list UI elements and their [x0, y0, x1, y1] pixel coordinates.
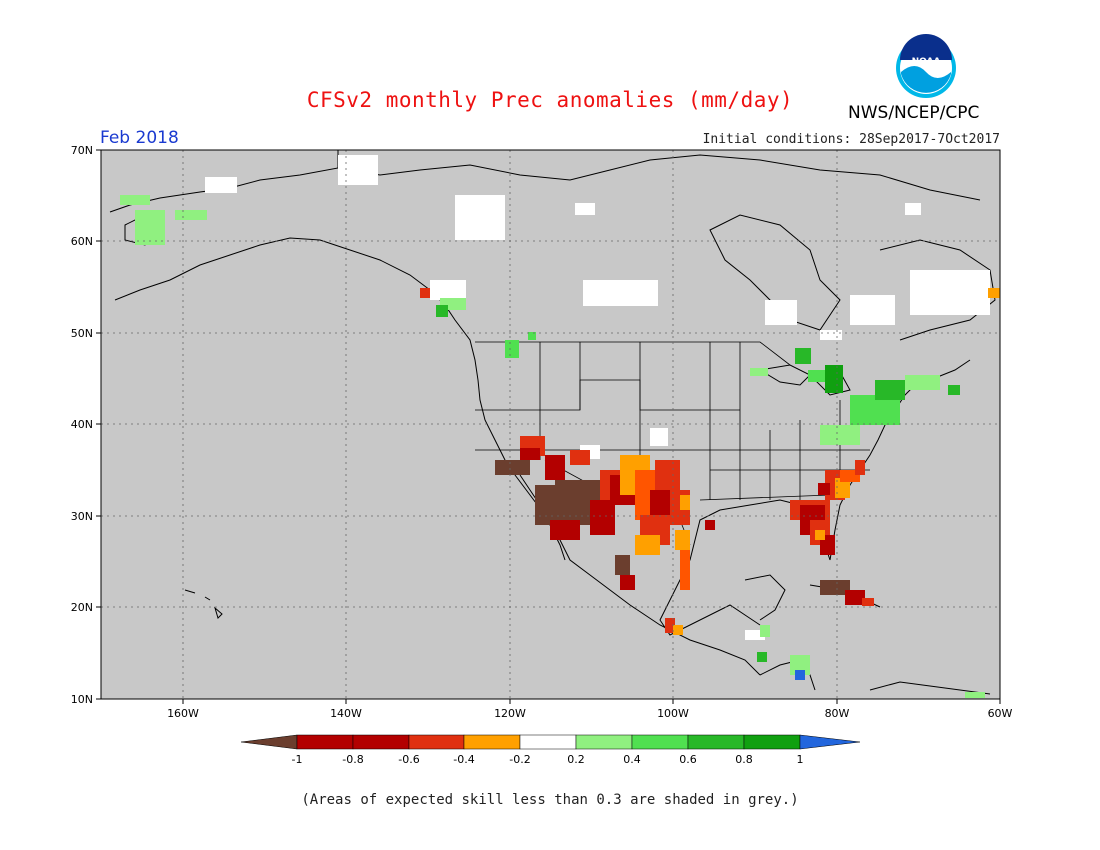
- lat-label-40n: 40N: [71, 418, 93, 431]
- colorbar-segment: [687, 734, 745, 750]
- colorbar-label: 0.4: [623, 753, 641, 766]
- colorbar-label: 0.6: [679, 753, 697, 766]
- colorbar-segment: [743, 734, 801, 750]
- noaa-logo: NOAA: [896, 34, 956, 98]
- colorbar-label: 0.2: [567, 753, 585, 766]
- lon-label-100w: 100W: [657, 707, 689, 720]
- lon-label-160w: 160W: [167, 707, 199, 720]
- colorbar-segment: [575, 734, 633, 750]
- colorbar-label: -0.4: [453, 753, 474, 766]
- colorbar-under-arrow: [240, 734, 298, 750]
- footnote: (Areas of expected skill less than 0.3 a…: [301, 792, 799, 808]
- colorbar-over-arrow: [799, 734, 861, 750]
- org-name: NWS/NCEP/CPC: [848, 103, 980, 123]
- colorbar-segment: [408, 734, 465, 750]
- lon-label-120w: 120W: [494, 707, 526, 720]
- colorbar-label: 0.8: [735, 753, 753, 766]
- anomaly-shading: [120, 155, 1000, 698]
- colorbar: -1 -0.8 -0.6 -0.4 -0.2 0.2 0.4 0.6 0.8 1: [240, 734, 861, 766]
- lon-label-60w: 60W: [988, 707, 1013, 720]
- colorbar-segment: [296, 734, 354, 750]
- longitude-labels: 160W 140W 120W 100W 80W 60W: [167, 707, 1012, 720]
- lon-label-80w: 80W: [825, 707, 850, 720]
- latitude-labels: 70N 60N 50N 40N 30N 20N 10N: [71, 144, 93, 706]
- colorbar-label: 1: [797, 753, 804, 766]
- gridlines: [101, 150, 1000, 699]
- lat-label-50n: 50N: [71, 327, 93, 340]
- chart-title: CFSv2 monthly Prec anomalies (mm/day): [306, 88, 794, 112]
- axis-ticks: [96, 149, 1001, 704]
- lat-label-30n: 30N: [71, 510, 93, 523]
- colorbar-label: -1: [292, 753, 303, 766]
- initial-conditions: Initial conditions: 28Sep2017-7Oct2017: [702, 132, 1000, 147]
- colorbar-label: -0.8: [342, 753, 363, 766]
- lat-label-60n: 60N: [71, 235, 93, 248]
- colorbar-segment: [352, 734, 410, 750]
- lon-label-140w: 140W: [330, 707, 362, 720]
- colorbar-segment: [463, 734, 521, 750]
- lat-label-20n: 20N: [71, 601, 93, 614]
- lat-label-70n: 70N: [71, 144, 93, 157]
- noaa-logo-text: NOAA: [912, 57, 941, 67]
- colorbar-segment: [631, 734, 689, 750]
- lat-label-10n: 10N: [71, 693, 93, 706]
- valid-month: Feb 2018: [100, 128, 179, 148]
- colorbar-label: -0.2: [509, 753, 530, 766]
- colorbar-segment: [519, 734, 577, 750]
- colorbar-label: -0.6: [398, 753, 419, 766]
